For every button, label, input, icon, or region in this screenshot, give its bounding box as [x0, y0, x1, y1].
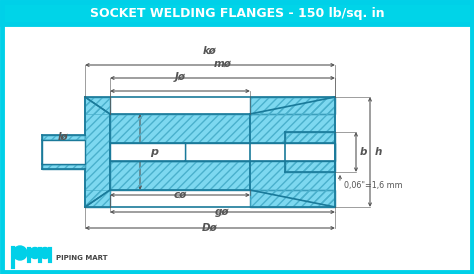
Circle shape	[29, 247, 40, 258]
Text: mø: mø	[214, 59, 231, 69]
Text: SOCKET WELDING FLANGES - 150 lb/sq. in: SOCKET WELDING FLANGES - 150 lb/sq. in	[90, 7, 384, 19]
Bar	[2, 2, 472, 24]
Polygon shape	[42, 164, 85, 169]
Text: h: h	[375, 147, 383, 157]
Text: PIPING
MART: PIPING MART	[183, 122, 291, 182]
Polygon shape	[110, 161, 250, 190]
Polygon shape	[85, 97, 110, 114]
Polygon shape	[250, 97, 335, 207]
Text: b: b	[360, 147, 367, 157]
Bar	[110, 143, 185, 161]
Bar	[42, 140, 85, 164]
Text: Jø: Jø	[174, 72, 185, 82]
Polygon shape	[250, 97, 335, 114]
Text: kø: kø	[203, 46, 217, 56]
Bar	[185, 143, 335, 161]
Text: gø: gø	[215, 207, 230, 217]
Circle shape	[13, 246, 27, 260]
Polygon shape	[250, 190, 335, 207]
Text: PIPING MART: PIPING MART	[56, 255, 108, 261]
Text: 0,06"=1,6 mm: 0,06"=1,6 mm	[344, 181, 402, 190]
Text: lø: lø	[58, 132, 69, 142]
Polygon shape	[285, 132, 335, 172]
Polygon shape	[42, 135, 85, 140]
Polygon shape	[110, 114, 250, 143]
Circle shape	[39, 247, 51, 258]
Text: p: p	[150, 147, 158, 157]
Text: cø: cø	[173, 190, 187, 200]
Polygon shape	[85, 97, 110, 207]
Polygon shape	[85, 190, 110, 207]
Text: Dø: Dø	[202, 223, 218, 233]
